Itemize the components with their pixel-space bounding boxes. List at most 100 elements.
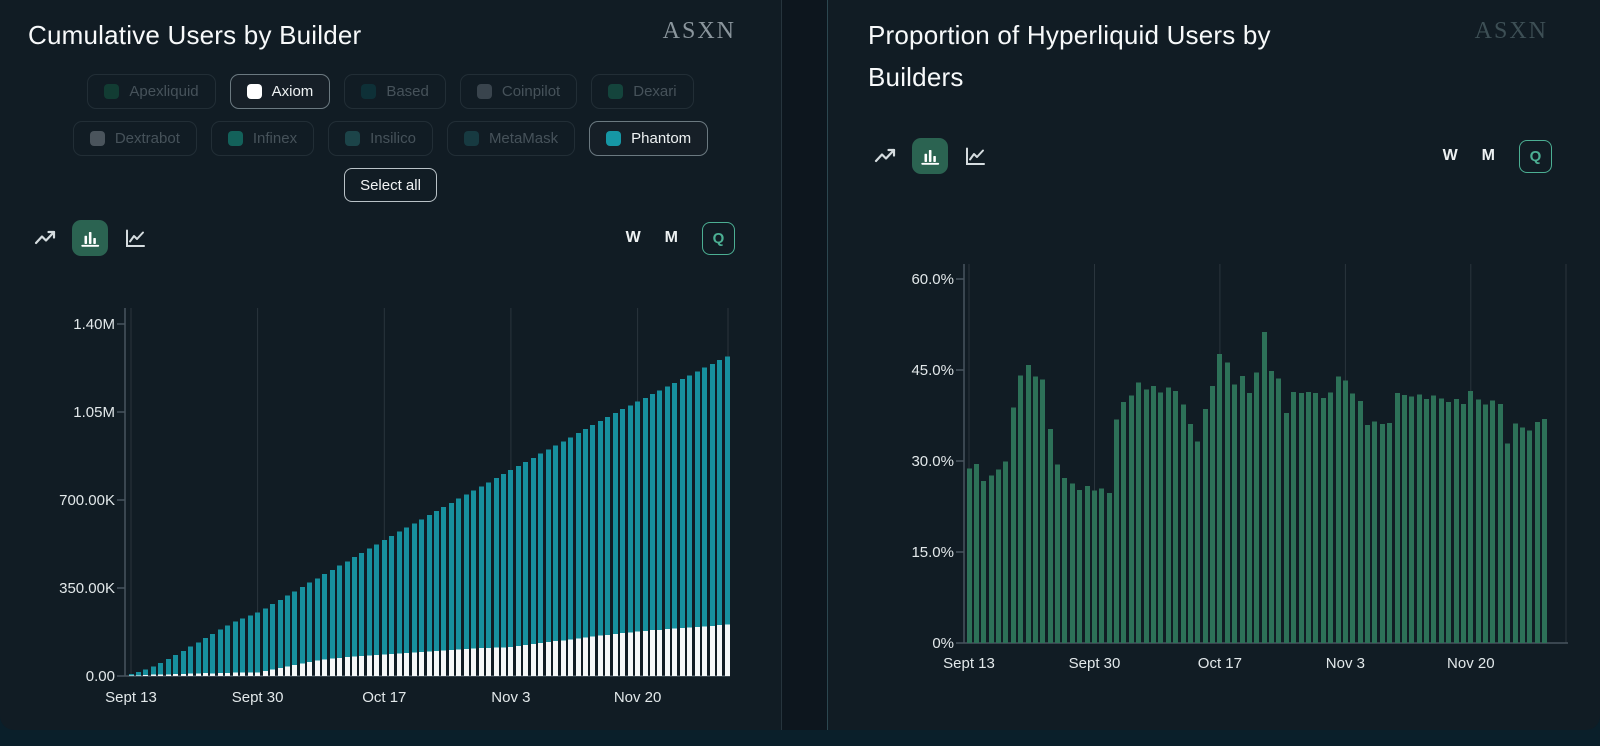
builders-proportion-bar[interactable] <box>1003 461 1008 643</box>
builder-chip-infinex[interactable]: Infinex <box>210 121 315 156</box>
builders-proportion-bar[interactable] <box>1018 375 1023 644</box>
axiom-bar[interactable] <box>263 671 268 676</box>
phantom-bar[interactable] <box>583 429 588 638</box>
phantom-bar[interactable] <box>427 515 432 652</box>
phantom-bar[interactable] <box>263 608 268 671</box>
builders-proportion-bar[interactable] <box>1276 378 1281 644</box>
builders-proportion-bar[interactable] <box>1284 413 1289 643</box>
phantom-bar[interactable] <box>158 662 163 675</box>
phantom-bar[interactable] <box>374 544 379 656</box>
phantom-bar[interactable] <box>300 587 305 664</box>
builders-proportion-bar[interactable] <box>1321 397 1326 643</box>
phantom-bar[interactable] <box>434 511 439 652</box>
builders-proportion-bar[interactable] <box>1195 441 1200 643</box>
builders-proportion-bar[interactable] <box>1395 393 1400 643</box>
builders-proportion-bar[interactable] <box>1077 490 1082 643</box>
phantom-bar[interactable] <box>270 604 275 670</box>
axiom-bar[interactable] <box>158 674 163 677</box>
builder-chip-apexliquid[interactable]: Apexliquid <box>87 74 216 109</box>
phantom-bar[interactable] <box>508 470 513 647</box>
phantom-bar[interactable] <box>576 433 581 639</box>
phantom-bar[interactable] <box>672 382 677 629</box>
builders-proportion-bar[interactable] <box>1232 384 1237 643</box>
builders-proportion-bar[interactable] <box>1439 398 1444 644</box>
phantom-bar[interactable] <box>129 674 134 676</box>
axiom-bar[interactable] <box>628 632 633 676</box>
builder-chip-phantom[interactable]: Phantom <box>589 121 709 156</box>
phantom-bar[interactable] <box>330 569 335 659</box>
builders-proportion-bar[interactable] <box>1299 393 1304 643</box>
axiom-bar[interactable] <box>337 657 342 676</box>
axiom-bar[interactable] <box>203 673 208 676</box>
builder-chip-dextrabot[interactable]: Dextrabot <box>72 121 197 156</box>
axiom-bar[interactable] <box>173 674 178 676</box>
builders-proportion-bar[interactable] <box>1048 428 1053 643</box>
builders-proportion-bar[interactable] <box>1210 385 1215 643</box>
axiom-bar[interactable] <box>516 645 521 676</box>
axiom-bar[interactable] <box>583 637 588 677</box>
builders-proportion-bar[interactable] <box>967 468 972 643</box>
builders-proportion-bar[interactable] <box>1313 393 1318 643</box>
phantom-bar[interactable] <box>620 409 625 633</box>
axiom-bar[interactable] <box>546 642 551 676</box>
phantom-bar[interactable] <box>464 494 469 650</box>
phantom-bar[interactable] <box>278 599 283 668</box>
builders-proportion-bar[interactable] <box>1490 400 1495 643</box>
phantom-bar[interactable] <box>702 367 707 627</box>
phantom-bar[interactable] <box>233 621 238 673</box>
bar-chart-type-button-right[interactable] <box>912 138 948 174</box>
builder-chip-axiom[interactable]: Axiom <box>229 74 331 109</box>
axiom-bar[interactable] <box>561 640 566 676</box>
axiom-bar[interactable] <box>605 634 610 676</box>
phantom-bar[interactable] <box>494 478 499 648</box>
builders-proportion-bar[interactable] <box>1151 385 1156 643</box>
builders-proportion-bar[interactable] <box>1505 443 1510 643</box>
phantom-bar[interactable] <box>322 574 327 660</box>
trend-chart-type-button-right[interactable] <box>868 139 902 173</box>
axiom-bar[interactable] <box>695 627 700 676</box>
builders-proportion-bar[interactable] <box>1431 395 1436 644</box>
phantom-bar[interactable] <box>151 666 156 675</box>
axiom-bar[interactable] <box>419 652 424 676</box>
phantom-bar[interactable] <box>359 552 364 657</box>
axiom-bar[interactable] <box>210 673 215 676</box>
axiom-bar[interactable] <box>501 647 506 676</box>
builders-proportion-bar[interactable] <box>1513 423 1518 643</box>
axiom-bar[interactable] <box>576 638 581 676</box>
axiom-bar[interactable] <box>181 673 186 676</box>
phantom-bar[interactable] <box>285 595 290 667</box>
axiom-bar[interactable] <box>233 672 238 676</box>
phantom-bar[interactable] <box>501 474 506 648</box>
builders-proportion-bar[interactable] <box>1468 391 1473 643</box>
axiom-bar[interactable] <box>434 651 439 676</box>
axiom-bar[interactable] <box>427 651 432 676</box>
builder-chip-insilico[interactable]: Insilico <box>328 121 433 156</box>
range-month-button-right[interactable]: M <box>1481 147 1495 164</box>
phantom-bar[interactable] <box>166 659 171 675</box>
builders-proportion-bar[interactable] <box>1542 419 1547 643</box>
phantom-bar[interactable] <box>382 540 387 655</box>
phantom-bar[interactable] <box>643 397 648 631</box>
axiom-bar[interactable] <box>620 633 625 676</box>
phantom-bar[interactable] <box>188 646 193 674</box>
phantom-bar[interactable] <box>367 548 372 656</box>
axiom-bar[interactable] <box>382 654 387 676</box>
builders-proportion-bar[interactable] <box>1535 422 1540 643</box>
axiom-bar[interactable] <box>397 653 402 676</box>
phantom-bar[interactable] <box>657 390 662 630</box>
phantom-bar[interactable] <box>725 356 730 625</box>
axiom-bar[interactable] <box>315 660 320 676</box>
axiom-bar[interactable] <box>352 656 357 676</box>
builders-proportion-bar[interactable] <box>1188 424 1193 643</box>
line-chart-type-button[interactable] <box>118 221 152 255</box>
phantom-bar[interactable] <box>225 625 230 674</box>
phantom-bar[interactable] <box>203 638 208 674</box>
range-quarter-button[interactable]: Q <box>702 221 735 255</box>
builders-proportion-bar[interactable] <box>1387 422 1392 643</box>
axiom-bar[interactable] <box>531 643 536 676</box>
axiom-bar[interactable] <box>285 666 290 676</box>
phantom-bar[interactable] <box>397 531 402 654</box>
axiom-bar[interactable] <box>553 641 558 676</box>
builders-proportion-bar[interactable] <box>1129 395 1134 644</box>
builders-proportion-bar[interactable] <box>1454 399 1459 643</box>
